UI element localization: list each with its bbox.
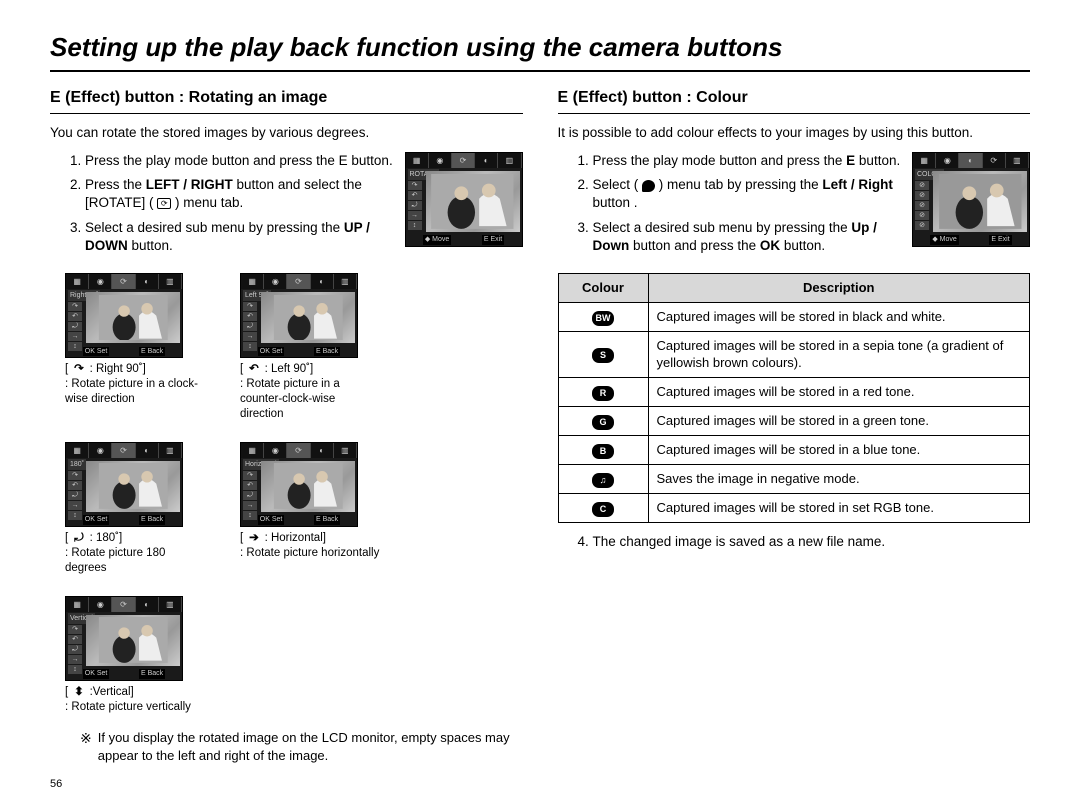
table-row: BW Captured images will be stored in blac… (558, 302, 1030, 331)
right-column: E (Effect) button : Colour It is possibl… (558, 87, 1031, 764)
rotation-item: ▦◉⟳◐▥ Horizontal ↷↶⤾→↕ OK SetE Back [ ➔ … (240, 442, 380, 576)
right-step: Select ( ) menu tab by pressing the Left… (593, 176, 903, 212)
colour-pill-icon: S (592, 348, 614, 363)
colour-pill-icon: C (592, 502, 614, 517)
right-step: Press the play mode button and press the… (593, 152, 903, 170)
left-step: Press the LEFT / RIGHT button and select… (85, 176, 395, 212)
colour-desc: Captured images will be stored in a blue… (648, 435, 1030, 464)
table-row: B Captured images will be stored in a blu… (558, 435, 1030, 464)
rotation-examples: ▦◉⟳◐▥ Right 90˚ ↷↶⤾→↕ OK SetE Back [ ↷ :… (65, 273, 523, 714)
colour-pill-icon: B (592, 444, 614, 459)
page-number: 56 (50, 777, 1030, 792)
page-title: Setting up the play back function using … (50, 30, 1030, 72)
right-intro: It is possible to add colour effects to … (558, 124, 1031, 142)
col-header-desc: Description (648, 274, 1030, 303)
rotation-item: ▦◉⟳◐▥ Right 90˚ ↷↶⤾→↕ OK SetE Back [ ↷ :… (65, 273, 205, 422)
colour-pill-icon: ♫ (592, 473, 614, 488)
left-step: Select a desired sub menu by pressing th… (85, 219, 395, 255)
right-steps: Press the play mode button and press the… (593, 152, 903, 255)
table-row: C Captured images will be stored in set R… (558, 493, 1030, 522)
rotation-item: ▦◉⟳◐▥ Left 90˚ ↷↶⤾→↕ OK SetE Back [ ↶ : … (240, 273, 380, 422)
colour-desc: Captured images will be stored in black … (648, 302, 1030, 331)
right-step4-list: The changed image is saved as a new file… (593, 533, 1031, 551)
right-heading: E (Effect) button : Colour (558, 87, 1031, 114)
colour-pill-icon: R (592, 386, 614, 401)
table-row: ♫ Saves the image in negative mode. (558, 464, 1030, 493)
colour-desc: Captured images will be stored in a sepi… (648, 331, 1030, 377)
left-intro: You can rotate the stored images by vari… (50, 124, 523, 142)
right-step: Select a desired sub menu by pressing th… (593, 219, 903, 255)
rotate-main-screen: ▦◉ ⟳◐▥ ROTATE ↷↶⤾→↕ ◆ Move E Ex (405, 152, 523, 247)
colour-desc: Saves the image in negative mode. (648, 464, 1030, 493)
left-note: ※ If you display the rotated image on th… (80, 729, 523, 764)
left-heading: E (Effect) button : Rotating an image (50, 87, 523, 114)
colour-desc: Captured images will be stored in a gree… (648, 406, 1030, 435)
colour-desc: Captured images will be stored in set RG… (648, 493, 1030, 522)
wedding-thumb-icon (430, 174, 515, 229)
colour-pill-icon: G (592, 415, 614, 430)
colour-table: Colour Description BW Captured images wil… (558, 273, 1031, 523)
left-step: Press the play mode button and press the… (85, 152, 395, 170)
rotation-item: ▦◉⟳◐▥ Vertical ↷↶⤾→↕ OK SetE Back [ ⬍ :V… (65, 596, 205, 715)
colour-desc: Captured images will be stored in a red … (648, 377, 1030, 406)
rotation-item: ▦◉⟳◐▥ 180˚ ↷↶⤾→↕ OK SetE Back [ ⤾ : 180˚… (65, 442, 205, 576)
right-step4: The changed image is saved as a new file… (593, 533, 1031, 551)
table-row: G Captured images will be stored in a gre… (558, 406, 1030, 435)
left-column: E (Effect) button : Rotating an image Yo… (50, 87, 523, 764)
wedding-thumb-icon (938, 174, 1023, 229)
colour-pill-icon: BW (592, 311, 614, 326)
table-row: S Captured images will be stored in a sep… (558, 331, 1030, 377)
left-steps: Press the play mode button and press the… (85, 152, 395, 255)
col-header-colour: Colour (558, 274, 648, 303)
table-row: R Captured images will be stored in a red… (558, 377, 1030, 406)
colour-main-screen: ▦◉ ◐⟳▥ COLOR ⊘⊘⊘⊘⊘ ◆ Move E Exi (912, 152, 1030, 247)
